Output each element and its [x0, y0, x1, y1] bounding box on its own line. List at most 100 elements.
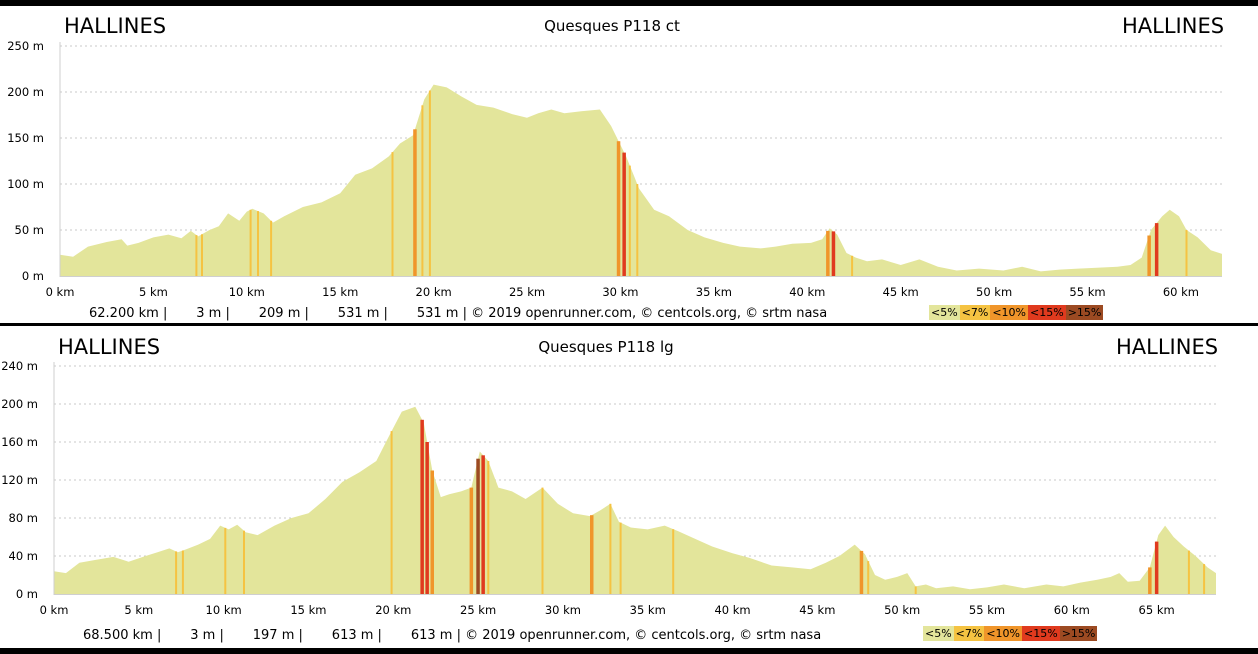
grade-band [224, 527, 227, 594]
grade-band [867, 561, 870, 594]
start-place-label: HALLINES [58, 335, 161, 359]
x-tick-label: 20 km [416, 285, 452, 299]
legend-item: <5% [929, 305, 960, 320]
grade-band [914, 586, 917, 594]
grade-band [487, 461, 490, 594]
grade-band [859, 550, 864, 594]
grade-band [590, 515, 594, 594]
x-tick-label: 25 km [509, 285, 545, 299]
elevation-profile-lg: HALLINES Quesques P118 lg HALLINES 0 m 40… [0, 326, 1258, 648]
grade-band [1185, 230, 1188, 276]
grade-band [672, 529, 675, 594]
x-tick-label: 55 km [1069, 285, 1105, 299]
top-border [0, 0, 1258, 6]
x-tick-label: 40 km [789, 285, 825, 299]
x-tick-label: 15 km [290, 603, 326, 617]
grade-legend: <5% <7% <10% <15% >15% [929, 305, 1104, 320]
grade-band [541, 487, 544, 594]
route-stats: 62.200 km | 3 m | 209 m | 531 m | 531 m … [89, 306, 828, 321]
y-tick-label: 240 m [1, 359, 38, 373]
elevation-area [60, 84, 1222, 276]
grade-band [469, 487, 474, 594]
x-tick-label: 45 km [883, 285, 919, 299]
grade-band [628, 165, 631, 276]
x-tick-label: 55 km [969, 603, 1005, 617]
legend-item: >15% [1065, 305, 1104, 320]
grade-band [616, 141, 621, 276]
grade-legend: <5% <7% <10% <15% >15% [923, 626, 1098, 641]
grade-band [243, 530, 245, 594]
grade-band [609, 503, 612, 595]
chart-title: Quesques P118 ct [544, 17, 680, 35]
legend-item: <7% [953, 626, 985, 641]
route-stats: 68.500 km | 3 m | 197 m | 613 m | 613 m … [83, 628, 822, 643]
elevation-profile-ct: HALLINES Quesques P118 ct HALLINES 0 m 50… [0, 6, 1258, 323]
x-tick-label: 35 km [696, 285, 732, 299]
y-tick-label: 80 m [9, 511, 39, 525]
grade-band [257, 211, 259, 276]
grade-band [428, 90, 431, 276]
x-tick-label: 40 km [714, 603, 750, 617]
y-tick-label: 0 m [16, 587, 38, 601]
x-tick-label: 0 km [40, 603, 69, 617]
legend-item: <10% [990, 305, 1029, 320]
grade-band [270, 220, 273, 276]
y-tick-label: 150 m [7, 131, 44, 145]
grade-band [1154, 541, 1159, 594]
elevation-chart: 0 m 40 m 80 m 120 m 160 m 200 m 240 m 0 km 5 km 1… [1, 359, 1216, 617]
y-tick-label: 50 m [15, 223, 45, 237]
legend-item: <15% [1028, 305, 1066, 320]
x-tick-label: 10 km [229, 285, 265, 299]
grade-band [413, 129, 417, 276]
grade-band [1187, 550, 1190, 594]
grade-band [831, 231, 836, 276]
legend-item: <10% [984, 626, 1023, 641]
grade-band [476, 458, 480, 594]
grade-band [390, 431, 393, 594]
x-tick-label: 60 km [1054, 603, 1090, 617]
grade-band [622, 152, 626, 276]
end-place-label: HALLINES [1122, 14, 1225, 38]
x-tick-label: 20 km [375, 603, 411, 617]
grade-band [201, 234, 203, 276]
y-tick-label: 250 m [7, 39, 44, 53]
x-tick-label: 0 km [46, 285, 75, 299]
y-tick-label: 120 m [1, 473, 38, 487]
grade-band [851, 255, 854, 276]
grade-band [420, 419, 424, 594]
x-tick-label: 30 km [545, 603, 581, 617]
grade-band [195, 235, 198, 276]
grade-band [430, 470, 434, 594]
grade-band [1148, 567, 1152, 594]
x-tick-label: 50 km [976, 285, 1012, 299]
grade-band [425, 442, 429, 594]
legend-item: <5% [923, 626, 954, 641]
grade-band [481, 455, 485, 594]
grade-band [175, 551, 178, 594]
middle-divider [0, 323, 1258, 326]
grade-band [1203, 564, 1206, 594]
grade-band [181, 550, 184, 594]
x-tick-label: 5 km [139, 285, 168, 299]
x-tick-label: 60 km [1163, 285, 1199, 299]
y-tick-label: 200 m [1, 397, 38, 411]
elevation-chart: 0 m 50 m 100 m 150 m 200 m 250 m 0 km 5 km 10 km… [7, 39, 1222, 299]
elevation-area [54, 406, 1216, 594]
y-tick-label: 100 m [7, 177, 44, 191]
legend-item: <15% [1022, 626, 1060, 641]
start-place-label: HALLINES [64, 14, 167, 38]
x-tick-label: 50 km [884, 603, 920, 617]
y-tick-label: 0 m [22, 269, 44, 283]
x-tick-label: 5 km [124, 603, 153, 617]
x-tick-label: 45 km [799, 603, 835, 617]
x-tick-label: 25 km [460, 603, 496, 617]
grade-band [1147, 235, 1151, 276]
grade-band [619, 522, 622, 594]
legend-item: >15% [1059, 626, 1098, 641]
x-tick-label: 15 km [322, 285, 358, 299]
y-tick-label: 200 m [7, 85, 44, 99]
x-tick-label: 30 km [602, 285, 638, 299]
grade-band [826, 230, 830, 276]
x-tick-label: 35 km [630, 603, 666, 617]
bottom-border [0, 648, 1258, 654]
